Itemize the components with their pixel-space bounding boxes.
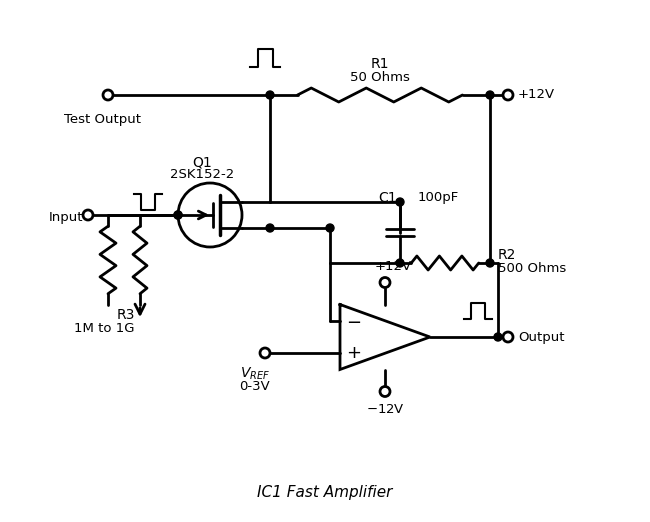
Circle shape <box>266 91 274 99</box>
Text: +12V: +12V <box>518 89 555 101</box>
Circle shape <box>486 259 494 267</box>
Text: $-$: $-$ <box>346 312 361 330</box>
Circle shape <box>260 348 270 358</box>
Text: R2: R2 <box>498 248 516 262</box>
Text: 100pF: 100pF <box>418 191 460 204</box>
Text: 2SK152-2: 2SK152-2 <box>170 169 234 182</box>
Text: $V_{REF}$: $V_{REF}$ <box>240 366 270 383</box>
Circle shape <box>396 259 404 267</box>
Circle shape <box>396 198 404 206</box>
Text: Test Output: Test Output <box>64 113 142 126</box>
Text: $-$12V: $-$12V <box>365 403 404 416</box>
Circle shape <box>380 386 390 397</box>
Text: R1: R1 <box>370 57 389 71</box>
Text: 0-3V: 0-3V <box>240 380 270 393</box>
Text: +12V: +12V <box>374 260 411 273</box>
Text: 50 Ohms: 50 Ohms <box>350 71 410 84</box>
Text: Input: Input <box>49 210 83 223</box>
Text: C1: C1 <box>378 191 397 205</box>
Text: 500 Ohms: 500 Ohms <box>498 263 566 276</box>
Circle shape <box>174 211 182 219</box>
Circle shape <box>494 333 502 341</box>
Text: R3: R3 <box>116 308 135 322</box>
Circle shape <box>380 278 390 288</box>
Circle shape <box>103 90 113 100</box>
Text: Output: Output <box>518 330 564 343</box>
Text: IC1 Fast Amplifier: IC1 Fast Amplifier <box>257 484 393 500</box>
Circle shape <box>266 224 274 232</box>
Text: 1M to 1G: 1M to 1G <box>75 322 135 335</box>
Text: $+$: $+$ <box>346 344 361 362</box>
Circle shape <box>83 210 93 220</box>
Circle shape <box>503 332 513 342</box>
Circle shape <box>503 90 513 100</box>
Circle shape <box>326 224 334 232</box>
Circle shape <box>174 211 182 219</box>
Text: Q1: Q1 <box>192 156 212 170</box>
Circle shape <box>486 91 494 99</box>
